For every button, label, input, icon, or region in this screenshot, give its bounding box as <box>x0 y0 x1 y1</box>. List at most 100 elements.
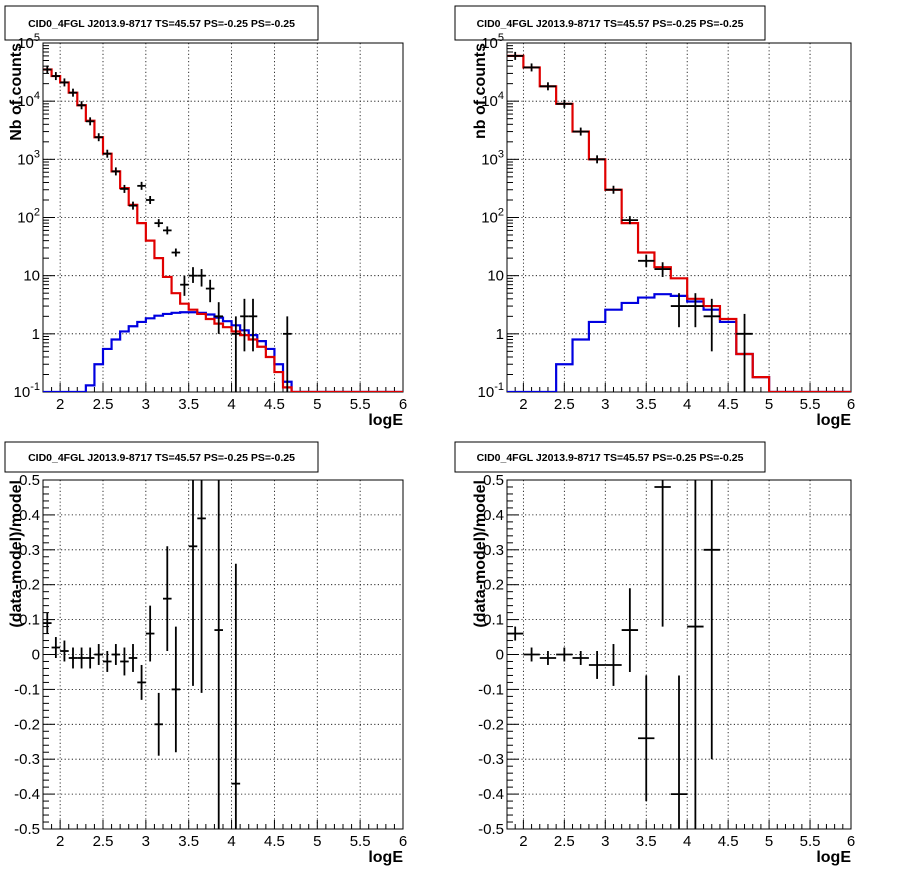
data-point <box>283 316 292 392</box>
data-point <box>94 133 103 142</box>
chart-panel-2: CID0_4FGL J2013.9-8717 TS=45.57 PS=-0.25… <box>454 5 855 429</box>
data-point <box>51 637 61 658</box>
y-tick-label-exp: 5 <box>498 32 504 44</box>
y-tick-label: 103 <box>17 148 40 168</box>
y-axis-label: (data-model)/model <box>8 480 25 628</box>
chart-panel-1: CID0_4FGL J2013.9-8717 TS=45.57 PS=-0.25… <box>4 5 407 429</box>
chart-title-box: CID0_4FGL J2013.9-8717 TS=45.57 PS=-0.25… <box>4 441 319 473</box>
data-point <box>638 675 655 802</box>
data-point <box>507 51 524 60</box>
y-tick-label: 102 <box>17 207 40 227</box>
y-tick-label: -0.2 <box>14 716 40 733</box>
y-tick-label: -0.5 <box>14 821 40 838</box>
data-point <box>556 647 573 662</box>
data-point <box>51 72 61 81</box>
y-tick-label: 0.3 <box>19 542 40 559</box>
y-axis-label: Nb of counts <box>8 43 25 141</box>
x-tick-label: 3 <box>142 396 150 413</box>
chart-title: CID0_4FGL J2013.9-8717 TS=45.57 PS=-0.25… <box>477 452 744 464</box>
data-point <box>703 480 720 760</box>
data-point <box>605 185 622 194</box>
series-line-1 <box>507 54 851 392</box>
data-point <box>85 647 95 669</box>
data-point <box>163 226 172 235</box>
y-tick-label: -0.1 <box>478 681 504 698</box>
data-point <box>60 78 69 87</box>
data-point <box>68 647 78 669</box>
y-tick-label: 0.2 <box>19 577 40 594</box>
x-axis-label: logE <box>368 412 403 429</box>
data-point <box>572 127 589 136</box>
data-point <box>197 480 206 693</box>
data-point <box>621 216 639 225</box>
y-tick-label: 0.5 <box>19 472 40 489</box>
data-point <box>240 298 249 352</box>
y-tick-label: -0.4 <box>14 786 40 803</box>
data-point <box>556 99 573 108</box>
data-point <box>60 640 69 662</box>
x-tick-label: 6 <box>847 833 855 850</box>
data-point <box>128 201 138 210</box>
y-tick-label: -0.1 <box>14 681 40 698</box>
x-axis-label: logE <box>816 412 851 429</box>
y-tick-label-base: 10 <box>481 151 498 168</box>
x-tick-label: 6 <box>399 833 407 850</box>
x-tick-label: 3.5 <box>178 396 199 413</box>
data-point <box>111 644 121 665</box>
x-tick-label: 3 <box>601 396 609 413</box>
data-point <box>621 588 639 672</box>
y-tick-label: 0.4 <box>19 507 40 524</box>
x-tick-label: 3.5 <box>636 396 657 413</box>
x-tick-label: 3.5 <box>178 833 199 850</box>
x-tick-label: 5 <box>313 396 321 413</box>
x-tick-label: 5 <box>765 833 773 850</box>
chart-title-box: CID0_4FGL J2013.9-8717 TS=45.57 PS=-0.25… <box>454 441 766 473</box>
chart-title-box: CID0_4FGL J2013.9-8717 TS=45.57 PS=-0.25… <box>4 5 319 41</box>
data-point <box>248 298 258 352</box>
y-tick-label: 104 <box>481 90 504 110</box>
plot-area <box>43 480 241 829</box>
x-tick-label: 5.5 <box>800 833 821 850</box>
y-tick-label: 102 <box>481 207 504 227</box>
y-tick-label-base: 10 <box>17 35 34 52</box>
data-point <box>670 675 688 829</box>
y-tick-label: -0.2 <box>478 716 504 733</box>
data-point <box>197 269 206 287</box>
title-box-frame <box>454 5 766 41</box>
y-axis-label: nb of counts <box>472 43 489 139</box>
chart-title: CID0_4FGL J2013.9-8717 TS=45.57 PS=-0.25… <box>477 18 744 30</box>
y-tick-label: 0.4 <box>483 507 504 524</box>
data-point <box>128 644 138 672</box>
y-tick-label-exp: 2 <box>34 207 40 219</box>
data-point <box>180 275 189 296</box>
y-tick-label-exp: 4 <box>498 90 504 102</box>
plot-area <box>507 480 720 829</box>
y-tick-label: 10-1 <box>14 381 40 401</box>
y-tick-label: 0.1 <box>483 612 504 629</box>
data-point <box>507 626 524 641</box>
y-tick-label: -0.5 <box>478 821 504 838</box>
data-point <box>94 644 103 665</box>
data-point <box>111 167 121 176</box>
y-tick-label: -0.3 <box>14 751 40 768</box>
y-tick-label-base: 10 <box>17 151 34 168</box>
x-tick-label: 6 <box>399 396 407 413</box>
x-tick-label: 5 <box>313 833 321 850</box>
y-tick-label: 0 <box>496 647 504 664</box>
data-point <box>214 480 223 829</box>
x-tick-label: 3 <box>601 833 609 850</box>
grid-lines <box>43 42 404 393</box>
y-tick-label-base: 10 <box>481 210 498 227</box>
grid-lines <box>43 479 404 830</box>
data-point <box>103 651 112 672</box>
x-tick-label: 5 <box>765 396 773 413</box>
x-tick-label: 4 <box>683 396 691 413</box>
x-tick-label: 3.5 <box>636 833 657 850</box>
x-tick-label: 4.5 <box>718 396 739 413</box>
x-tick-label: 4.5 <box>718 833 739 850</box>
data-point <box>43 65 52 74</box>
series-line-1 <box>43 68 403 392</box>
title-box-frame <box>4 5 319 41</box>
x-tick-label: 3 <box>142 833 150 850</box>
data-point <box>687 293 704 328</box>
